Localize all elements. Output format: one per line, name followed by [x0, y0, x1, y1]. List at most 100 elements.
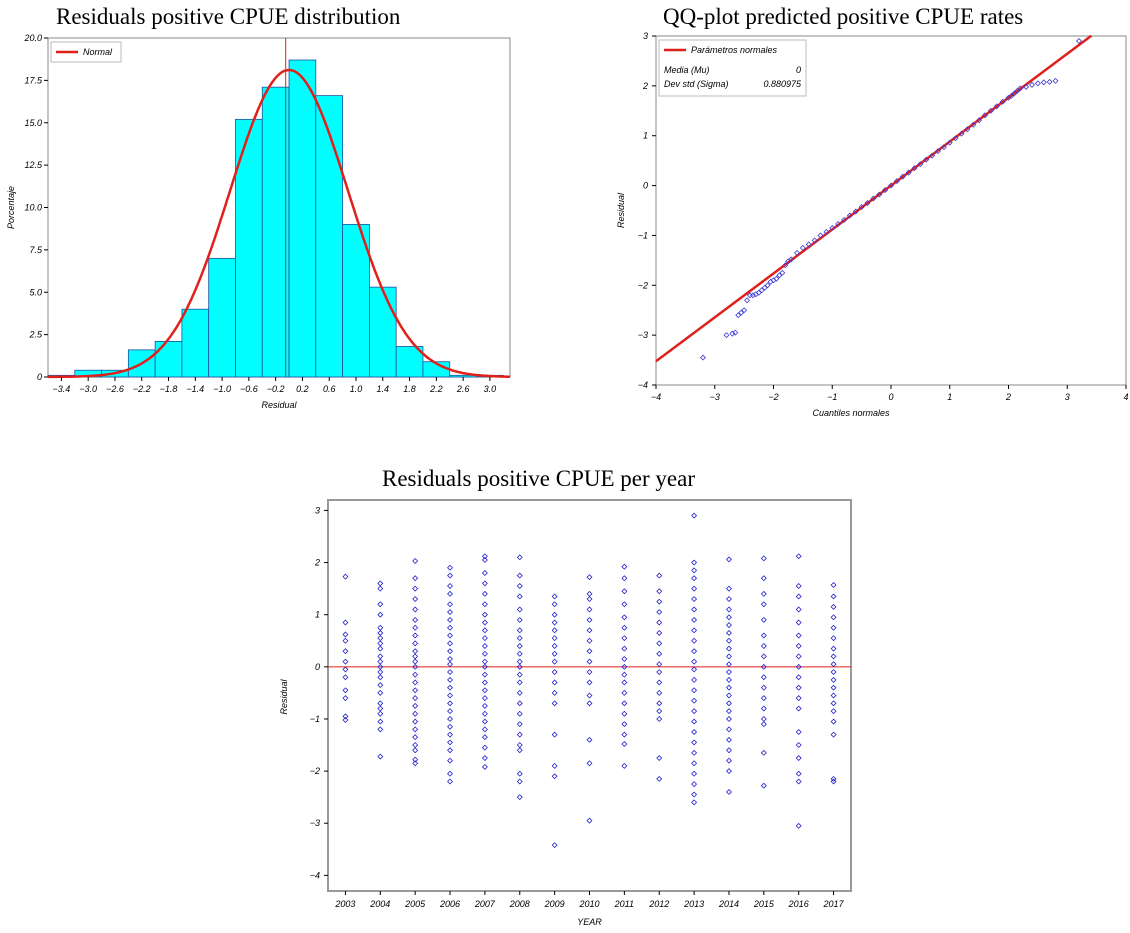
- year-point: [342, 713, 349, 720]
- year-point: [691, 697, 698, 704]
- year-point: [726, 645, 732, 652]
- year-point: [342, 648, 349, 655]
- qq-point: [1017, 85, 1024, 92]
- year-point: [726, 692, 732, 699]
- qq-point: [805, 241, 812, 248]
- qq-point: [1014, 87, 1021, 94]
- year-point: [656, 640, 663, 647]
- year-point: [447, 648, 453, 655]
- year-point: [516, 700, 523, 707]
- year-point: [795, 778, 802, 785]
- year-point: [691, 749, 698, 756]
- year-point: [516, 635, 523, 642]
- year-point: [726, 622, 732, 629]
- qq-point: [1052, 77, 1059, 84]
- year-point: [377, 726, 384, 733]
- qq-point: [723, 332, 730, 339]
- stat-value: 0.880975: [763, 79, 802, 89]
- year-point: [621, 663, 628, 670]
- qq-point: [946, 139, 953, 146]
- year-point: [447, 684, 453, 691]
- qq-point: [870, 195, 877, 202]
- x-tick-label: 2017: [823, 899, 845, 909]
- x-tick-label: −2.6: [106, 384, 124, 394]
- year-point: [795, 695, 802, 702]
- year-point: [551, 762, 558, 769]
- qq-point: [846, 212, 853, 219]
- year-point: [481, 718, 488, 725]
- x-tick-label: 1.8: [403, 384, 416, 394]
- year-point: [830, 593, 837, 600]
- year-scatter-title: Residuals positive CPUE per year: [382, 466, 696, 491]
- qq-point: [982, 112, 988, 119]
- x-tick-label: −1: [827, 392, 837, 402]
- year-point: [726, 726, 732, 733]
- stat-label: Dev std (Sigma): [664, 79, 729, 89]
- year-point: [691, 596, 698, 603]
- year-point: [621, 700, 628, 707]
- year-point: [726, 747, 732, 754]
- year-point: [377, 601, 384, 608]
- year-point: [656, 669, 663, 676]
- year-point: [516, 650, 523, 657]
- year-point: [412, 632, 419, 639]
- year-point: [516, 643, 523, 649]
- y-tick-label: 5.0: [29, 287, 42, 297]
- year-point: [795, 742, 802, 748]
- year-point: [447, 715, 453, 722]
- y-axis-label: Porcentaje: [6, 186, 16, 229]
- y-tick-label: 1: [643, 131, 648, 141]
- year-point: [551, 619, 558, 626]
- year-point: [412, 702, 419, 709]
- year-point: [516, 616, 523, 623]
- y-tick-label: 3: [643, 31, 648, 41]
- x-tick-label: −1.0: [213, 384, 231, 394]
- qq-point: [1040, 79, 1047, 86]
- year-point: [691, 585, 698, 592]
- year-point: [830, 778, 837, 785]
- histogram-bar: [395, 346, 424, 378]
- year-point: [586, 637, 593, 644]
- y-tick-label: 0: [643, 181, 648, 191]
- year-point: [481, 744, 488, 751]
- year-point: [342, 658, 349, 665]
- year-point: [656, 629, 663, 636]
- year-point: [342, 573, 349, 580]
- year-point: [551, 731, 558, 738]
- year-point: [726, 606, 732, 613]
- qq-point: [917, 161, 924, 168]
- year-point: [760, 590, 767, 597]
- year-point: [726, 653, 732, 660]
- qq-point: [987, 107, 994, 114]
- year-point: [656, 650, 663, 657]
- year-point: [691, 575, 698, 582]
- qq-point: [888, 182, 894, 189]
- year-point: [481, 580, 488, 587]
- x-tick-label: 3.0: [484, 384, 497, 394]
- year-point: [691, 648, 698, 655]
- year-point: [447, 616, 453, 623]
- qq-point: [905, 169, 912, 176]
- qq-point: [1046, 78, 1053, 85]
- year-point: [621, 679, 628, 686]
- y-tick-label: −3: [310, 818, 320, 828]
- year-point: [412, 671, 419, 678]
- qq-point: [970, 121, 977, 128]
- x-tick-label: 2003: [334, 899, 355, 909]
- x-tick-label: 2006: [439, 899, 460, 909]
- year-point: [586, 679, 593, 686]
- qq-point: [852, 208, 859, 215]
- qq-point: [794, 249, 800, 256]
- qq-point: [811, 237, 818, 244]
- year-point: [691, 637, 698, 644]
- y-tick-label: 10.0: [24, 203, 42, 213]
- year-point: [795, 822, 802, 829]
- year-point: [586, 574, 593, 581]
- year-point: [726, 661, 732, 668]
- year-point: [377, 689, 384, 696]
- year-point: [412, 734, 419, 741]
- year-point: [726, 684, 732, 691]
- x-tick-label: 2009: [544, 899, 565, 909]
- qq-point: [738, 309, 745, 316]
- year-point: [586, 692, 593, 699]
